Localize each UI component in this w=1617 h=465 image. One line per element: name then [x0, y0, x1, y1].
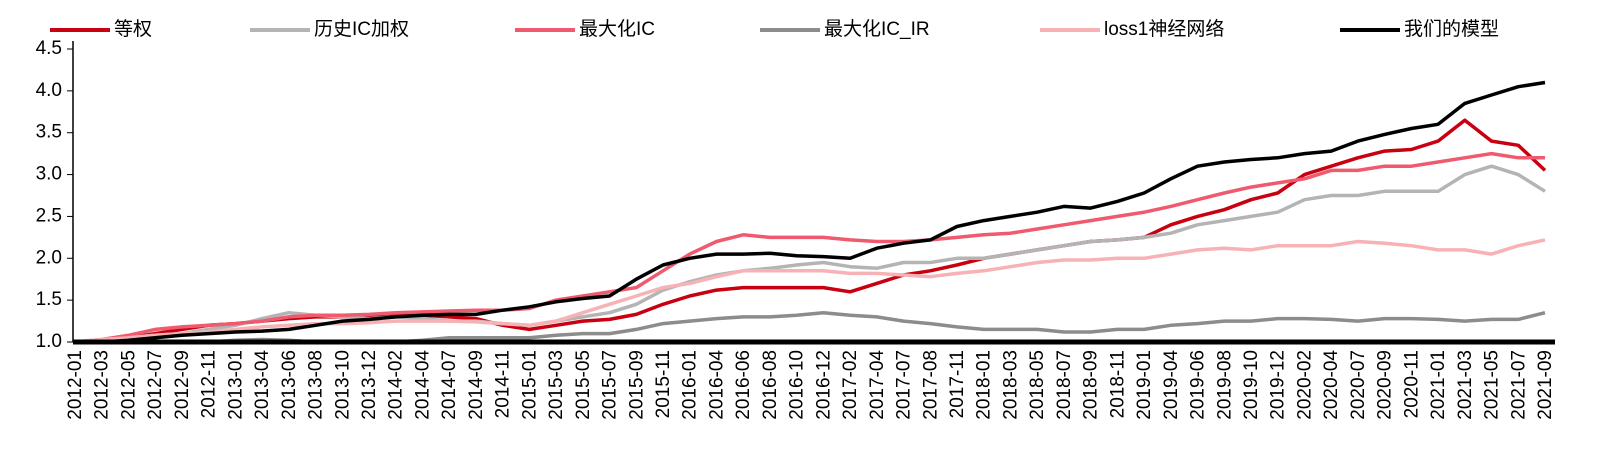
x-tick-label: 2017-02	[840, 350, 861, 420]
x-tick-label: 2020-09	[1375, 350, 1396, 420]
x-tick-label: 2012-01	[65, 350, 86, 420]
legend-label: 最大化IC	[579, 18, 655, 40]
x-tick-label: 2020-07	[1348, 350, 1369, 420]
x-tick-label: 2019-10	[1241, 350, 1262, 420]
y-tick-label: 4.5	[36, 38, 62, 59]
legend-label: 等权	[114, 18, 152, 40]
x-tick-label: 2016-06	[733, 350, 754, 420]
x-tick-label: 2014-07	[439, 350, 460, 420]
x-tick-label: 2019-12	[1268, 350, 1289, 420]
x-tick-label: 2018-11	[1107, 350, 1128, 418]
x-tick-label: 2016-08	[760, 350, 781, 420]
x-tick-label: 2013-10	[332, 350, 353, 420]
x-tick-label: 2015-01	[519, 350, 540, 420]
x-tick-label: 2014-11	[493, 350, 514, 418]
x-tick-label: 2013-08	[306, 350, 327, 420]
y-tick-label: 2.5	[36, 205, 62, 226]
legend-label: 历史IC加权	[314, 18, 409, 40]
x-tick-label: 2013-12	[359, 350, 380, 420]
x-tick-label: 2012-05	[118, 350, 139, 420]
y-tick-label: 2.0	[36, 247, 62, 268]
x-tick-label: 2015-11	[653, 350, 674, 418]
y-tick-label: 4.0	[36, 80, 62, 101]
y-tick-label: 1.0	[36, 331, 62, 352]
x-tick-label: 2015-05	[573, 350, 594, 420]
x-tick-label: 2012-09	[172, 350, 193, 420]
x-tick-label: 2020-11	[1401, 350, 1422, 418]
x-tick-label: 2013-04	[252, 350, 273, 420]
legend-label: 我们的模型	[1404, 18, 1499, 40]
x-tick-label: 2018-09	[1081, 350, 1102, 420]
x-tick-label: 2020-04	[1321, 350, 1342, 420]
x-tick-label: 2021-05	[1482, 350, 1503, 420]
x-tick-label: 2017-04	[867, 350, 888, 420]
x-tick-label: 2012-07	[145, 350, 166, 420]
x-tick-label: 2019-01	[1134, 350, 1155, 420]
x-tick-label: 2014-04	[412, 350, 433, 420]
x-tick-label: 2017-08	[920, 350, 941, 420]
x-tick-label: 2016-04	[706, 350, 727, 420]
x-tick-label: 2019-06	[1188, 350, 1209, 420]
x-tick-label: 2016-01	[680, 350, 701, 420]
x-tick-label: 2012-11	[199, 350, 220, 418]
x-tick-label: 2021-01	[1428, 350, 1449, 420]
x-tick-label: 2014-02	[386, 350, 407, 420]
x-tick-label: 2021-03	[1455, 350, 1476, 420]
x-tick-label: 2019-08	[1214, 350, 1235, 420]
x-tick-label: 2021-09	[1535, 350, 1556, 420]
x-tick-label: 2016-12	[813, 350, 834, 420]
x-tick-label: 2017-11	[947, 350, 968, 418]
x-tick-label: 2012-03	[92, 350, 113, 420]
x-tick-label: 2015-07	[600, 350, 621, 420]
x-tick-label: 2013-01	[225, 350, 246, 420]
x-tick-label: 2013-06	[279, 350, 300, 420]
legend-label: loss1神经网络	[1104, 18, 1224, 40]
x-tick-label: 2015-09	[626, 350, 647, 420]
x-tick-label: 2015-03	[546, 350, 567, 420]
x-tick-label: 2018-01	[974, 350, 995, 420]
series-line	[74, 151, 1545, 344]
legend-label: 最大化IC_IR	[824, 18, 930, 40]
x-tick-label: 2019-04	[1161, 350, 1182, 420]
x-tick-label: 2018-03	[1000, 350, 1021, 420]
series-line	[75, 80, 1546, 344]
x-tick-label: 2018-07	[1054, 350, 1075, 420]
y-tick-label: 3.5	[36, 122, 62, 143]
x-tick-label: 2021-07	[1508, 350, 1529, 420]
x-tick-label: 2016-10	[787, 350, 808, 420]
x-tick-label: 2020-02	[1294, 350, 1315, 420]
y-tick-label: 1.5	[36, 289, 62, 310]
y-tick-label: 3.0	[36, 164, 62, 185]
x-tick-label: 2018-05	[1027, 350, 1048, 420]
x-tick-label: 2017-07	[894, 350, 915, 420]
x-tick-label: 2014-09	[466, 350, 487, 420]
